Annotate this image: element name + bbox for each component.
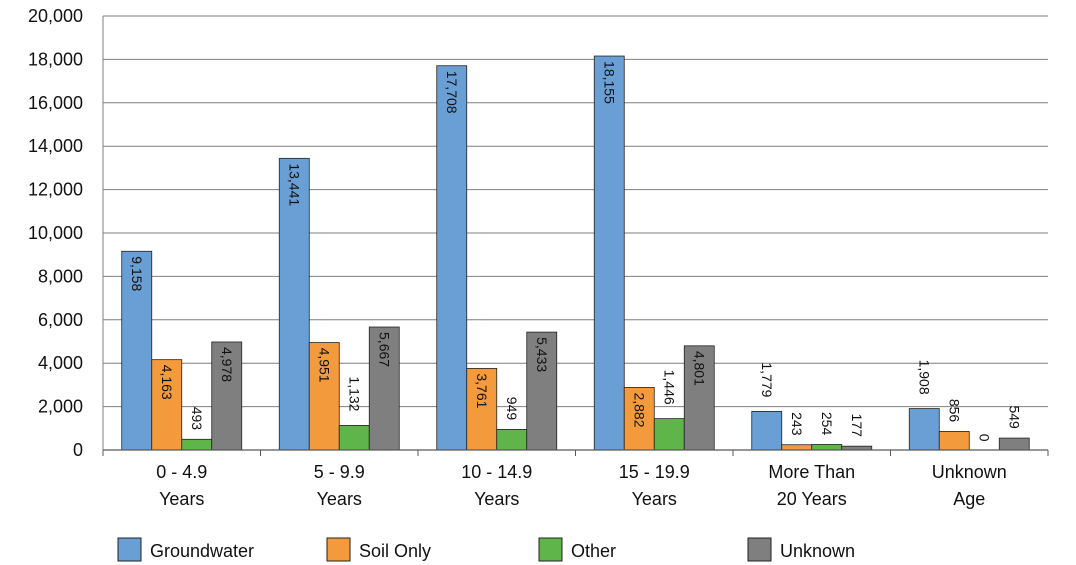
y-axis: 0 2,000 4,000 6,000 8,000 10,000 12,000 14,000 1…	[28, 6, 104, 460]
x-tick-label: 20 Years	[777, 489, 847, 509]
bar-groundwater	[436, 65, 468, 451]
bar-soil-only	[466, 367, 498, 451]
x-tick-label: Years	[474, 489, 519, 509]
bar-other	[338, 425, 370, 451]
data-label: 177	[849, 414, 865, 438]
x-tick-label: Unknown	[932, 462, 1007, 482]
data-label: 18,155	[601, 61, 617, 104]
data-label: 4,978	[219, 347, 235, 382]
legend-label: Other	[571, 541, 616, 561]
legend-swatch	[326, 537, 351, 562]
bar-unknown	[526, 331, 558, 451]
y-tick-label: 14,000	[28, 136, 83, 156]
bar-groundwater	[751, 410, 783, 451]
bar-groundwater	[278, 157, 310, 451]
data-label: 243	[789, 412, 805, 436]
y-tick-label: 12,000	[28, 180, 83, 200]
data-label: 2,882	[631, 392, 647, 427]
y-tick-label: 20,000	[28, 6, 83, 26]
x-tick-label: Years	[159, 489, 204, 509]
y-tick-label: 18,000	[28, 49, 83, 69]
y-tick-label: 6,000	[38, 310, 83, 330]
data-label: 4,951	[316, 348, 332, 383]
x-tick-label: 0 - 4.9	[156, 462, 207, 482]
y-tick-label: 10,000	[28, 223, 83, 243]
data-label: 949	[504, 397, 520, 421]
data-label: 3,761	[474, 373, 490, 408]
data-label: 1,446	[661, 370, 677, 405]
bar-soil-only	[781, 444, 813, 451]
data-label: 5,433	[534, 337, 550, 372]
x-axis: 0 - 4.9 Years 5 - 9.9 Years 10 - 14.9 Years 15…	[102, 449, 1049, 509]
y-tick-label: 16,000	[28, 93, 83, 113]
bar-soil-only	[938, 431, 970, 451]
x-tick-label: Years	[632, 489, 677, 509]
data-label: 17,708	[444, 71, 460, 114]
x-tick-label: 15 - 19.9	[619, 462, 690, 482]
x-tick-label: 5 - 9.9	[314, 462, 365, 482]
y-tick-label: 0	[73, 440, 83, 460]
bar-other	[811, 444, 843, 451]
data-label: 4,801	[691, 351, 707, 386]
data-label: 254	[819, 412, 835, 436]
bar-unknown	[683, 345, 715, 451]
bar-soil-only	[151, 359, 183, 451]
legend-swatch	[747, 537, 772, 562]
legend-label: Unknown	[780, 541, 855, 561]
x-tick-label: More Than	[768, 462, 855, 482]
y-tick-label: 8,000	[38, 266, 83, 286]
legend: Groundwater Soil Only Other Unknown	[117, 537, 855, 562]
data-label: 5,667	[376, 332, 392, 367]
data-label: 4,163	[159, 365, 175, 400]
bar-unknown	[211, 341, 243, 451]
bar-other	[181, 438, 213, 451]
data-label: 13,441	[286, 163, 302, 206]
bar-unknown	[998, 437, 1030, 451]
bar-other	[496, 429, 528, 451]
bar-groundwater	[121, 250, 153, 451]
y-tick-label: 2,000	[38, 397, 83, 417]
data-label: 9,158	[129, 256, 145, 291]
legend-label: Groundwater	[150, 541, 254, 561]
x-tick-label: 10 - 14.9	[461, 462, 532, 482]
data-label: 493	[189, 407, 205, 431]
bar-soil-only	[623, 387, 655, 451]
y-tick-label: 4,000	[38, 353, 83, 373]
legend-swatch	[538, 537, 563, 562]
data-label: 1,779	[759, 362, 775, 397]
legend-swatch	[117, 537, 142, 562]
bar-other	[653, 418, 685, 451]
x-tick-label: Years	[317, 489, 362, 509]
bar-groundwater	[908, 408, 940, 451]
legend-label: Soil Only	[359, 541, 431, 561]
x-tick-label: Age	[953, 489, 985, 509]
bar-groundwater	[593, 55, 625, 451]
data-label: 856	[946, 399, 962, 423]
data-label: 1,132	[346, 376, 362, 411]
bars: 9,158 4,163 493 4,978 13,441 4,951 1,132 5,667 1…	[121, 55, 1030, 451]
data-label: 549	[1006, 405, 1022, 429]
data-label: 0	[976, 434, 992, 442]
data-label: 1,908	[916, 360, 932, 395]
gridlines	[103, 15, 1048, 451]
